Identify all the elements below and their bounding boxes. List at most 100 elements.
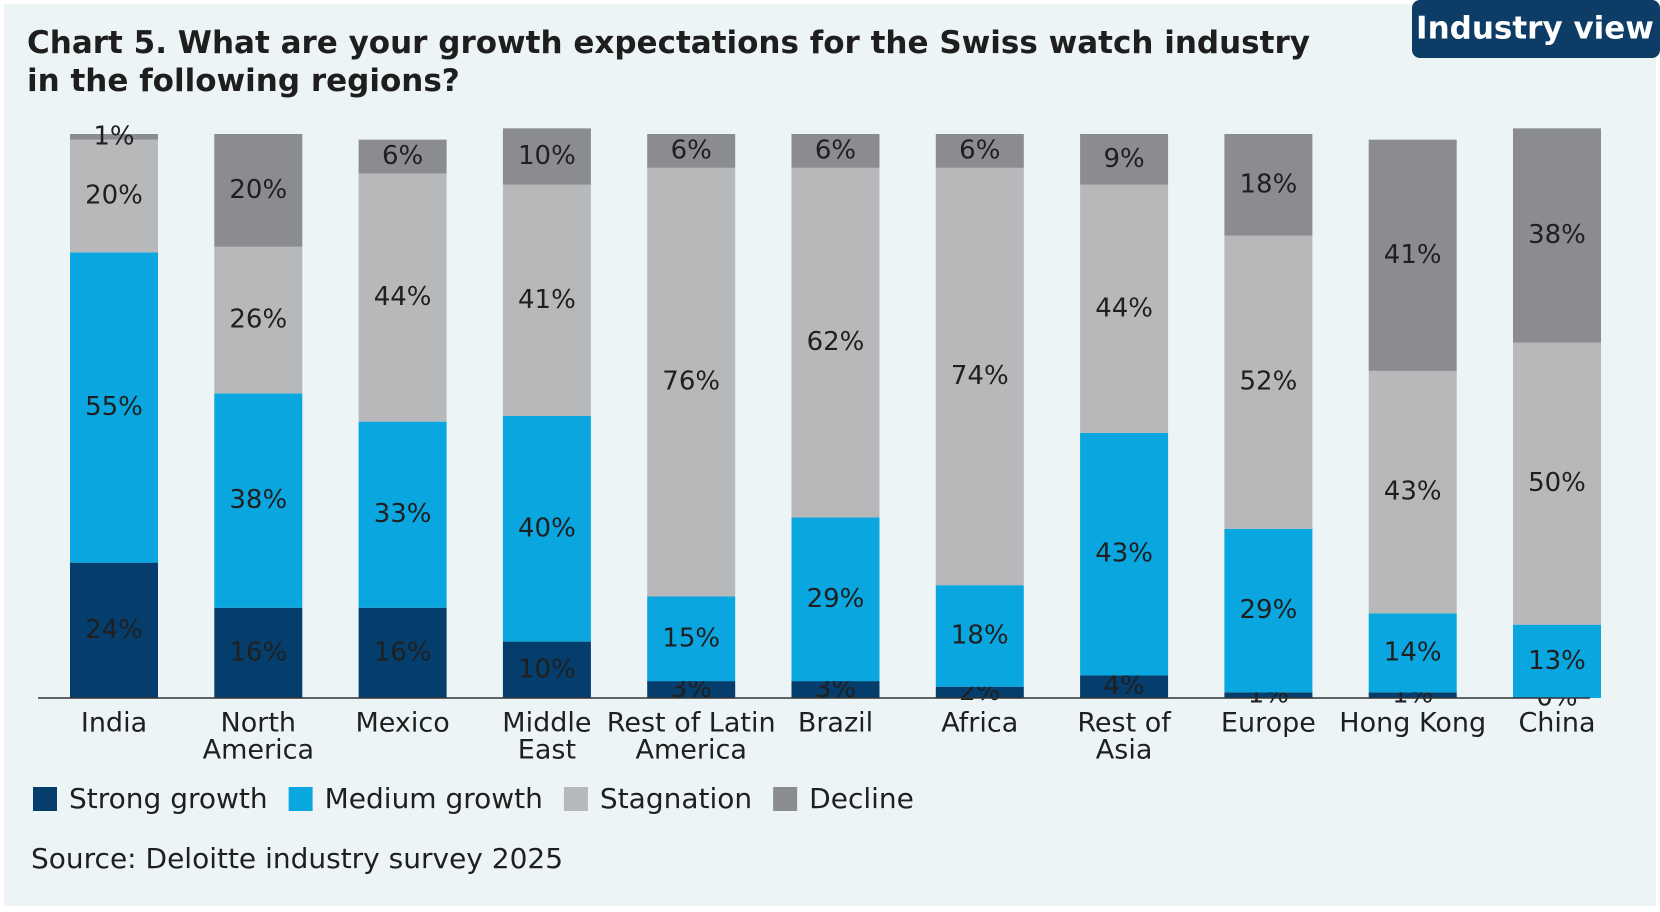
x-tick-label: Europe (1221, 708, 1316, 739)
value-label: 20% (85, 181, 143, 211)
value-label: 43% (1384, 477, 1442, 507)
bar-segment (70, 139, 158, 253)
legend-swatch (288, 787, 313, 811)
value-label: 6% (382, 141, 423, 171)
legend-label: Stagnation (600, 782, 752, 815)
x-tick-label: East (518, 735, 576, 766)
value-label: 74% (951, 361, 1009, 391)
value-label: 41% (1384, 240, 1442, 270)
bar-segment (1080, 134, 1169, 185)
legend-label: Medium growth (325, 782, 543, 815)
value-label: 24% (85, 615, 143, 645)
value-label: 41% (518, 285, 576, 315)
bar-segment (935, 167, 1024, 586)
bar-segment (214, 246, 303, 394)
bar-segment (1224, 692, 1313, 698)
bar-segment (791, 134, 880, 168)
value-label: 52% (1240, 367, 1298, 397)
value-label: 55% (85, 392, 143, 422)
value-label: 18% (1240, 169, 1298, 199)
legend-swatch (773, 787, 798, 811)
x-tick-label: Hong Kong (1339, 708, 1486, 739)
bar-segment (935, 585, 1024, 687)
badge-box (1412, 0, 1660, 58)
value-label: 6% (959, 135, 1000, 165)
value-label: 43% (1095, 539, 1153, 569)
x-tick-label: Rest of Latin (607, 708, 776, 739)
bar-segment (647, 596, 736, 682)
bar-segment (214, 607, 303, 698)
bar-segment (647, 134, 736, 168)
value-label: 38% (229, 485, 287, 515)
bar-segment (502, 641, 591, 698)
bar-segment (502, 416, 591, 642)
value-label: 15% (662, 623, 720, 653)
bar-segment (1224, 528, 1313, 693)
value-label: 16% (229, 637, 287, 667)
value-label: 50% (1528, 468, 1586, 498)
bar-segment (1224, 235, 1313, 529)
value-label: 10% (518, 654, 576, 684)
bar-segment (1513, 624, 1601, 698)
bar-segment (1224, 134, 1313, 236)
bar-segment (502, 128, 591, 185)
bar-segment (1513, 342, 1601, 625)
x-tick-label: America (203, 735, 314, 766)
value-label: 18% (951, 620, 1009, 650)
legend-swatch (563, 787, 588, 811)
x-tick-label: Mexico (355, 708, 449, 739)
x-tick-label: China (1518, 708, 1595, 739)
value-label: 62% (807, 327, 865, 357)
bar-segment (70, 562, 158, 698)
bar-segment (358, 421, 447, 608)
x-tick-label: North (221, 708, 297, 739)
value-label: 13% (1528, 646, 1586, 676)
bar-segment (791, 167, 880, 518)
x-tick-label: Rest of (1077, 708, 1172, 739)
bar-segment (1080, 184, 1169, 433)
bar-segment (647, 681, 736, 698)
value-label: 29% (807, 584, 865, 614)
legend-label: Decline (809, 782, 914, 815)
x-tick-label: Middle (502, 708, 591, 739)
x-tick-label: America (636, 735, 747, 766)
value-label: 9% (1103, 144, 1144, 174)
chart-title: Chart 5. What are your growth expectatio… (27, 25, 1310, 61)
value-label: 20% (229, 175, 287, 205)
value-label: 76% (662, 367, 720, 397)
bar-segment (935, 134, 1024, 168)
value-label: 4% (1103, 671, 1144, 701)
bar-segment (358, 173, 447, 422)
bar-segment (791, 517, 880, 682)
value-label: 33% (374, 499, 432, 529)
legend-label: Strong growth (69, 782, 268, 815)
badge: Industry view (1416, 11, 1654, 47)
bar-segment (358, 607, 447, 698)
chart-title: in the following regions? (27, 63, 460, 99)
bar-segment (1513, 128, 1601, 343)
bar-segment (70, 134, 158, 140)
bar-segment (70, 252, 158, 563)
value-label: 38% (1528, 220, 1586, 250)
x-tick-label: Asia (1096, 735, 1153, 766)
legend-swatch (33, 787, 57, 811)
value-label: 40% (518, 513, 576, 543)
value-label: 6% (815, 135, 856, 165)
bar-segment (1368, 370, 1457, 614)
bar-segment (647, 167, 736, 597)
source: Source: Deloitte industry survey 2025 (31, 842, 563, 875)
bar-segment (1368, 613, 1457, 693)
value-label: 29% (1240, 595, 1298, 625)
value-label: 44% (374, 282, 432, 312)
value-label: 1% (93, 121, 134, 151)
bar-segment (1368, 139, 1457, 371)
bar-segment (358, 139, 447, 174)
bar-segment (935, 686, 1024, 698)
value-label: 6% (671, 135, 712, 165)
bar-segment (791, 681, 880, 698)
bar-segment (1080, 432, 1169, 676)
x-tick-label: India (81, 708, 147, 739)
bar-segment (502, 184, 591, 416)
value-label: 10% (518, 141, 576, 171)
value-label: 14% (1384, 637, 1442, 667)
